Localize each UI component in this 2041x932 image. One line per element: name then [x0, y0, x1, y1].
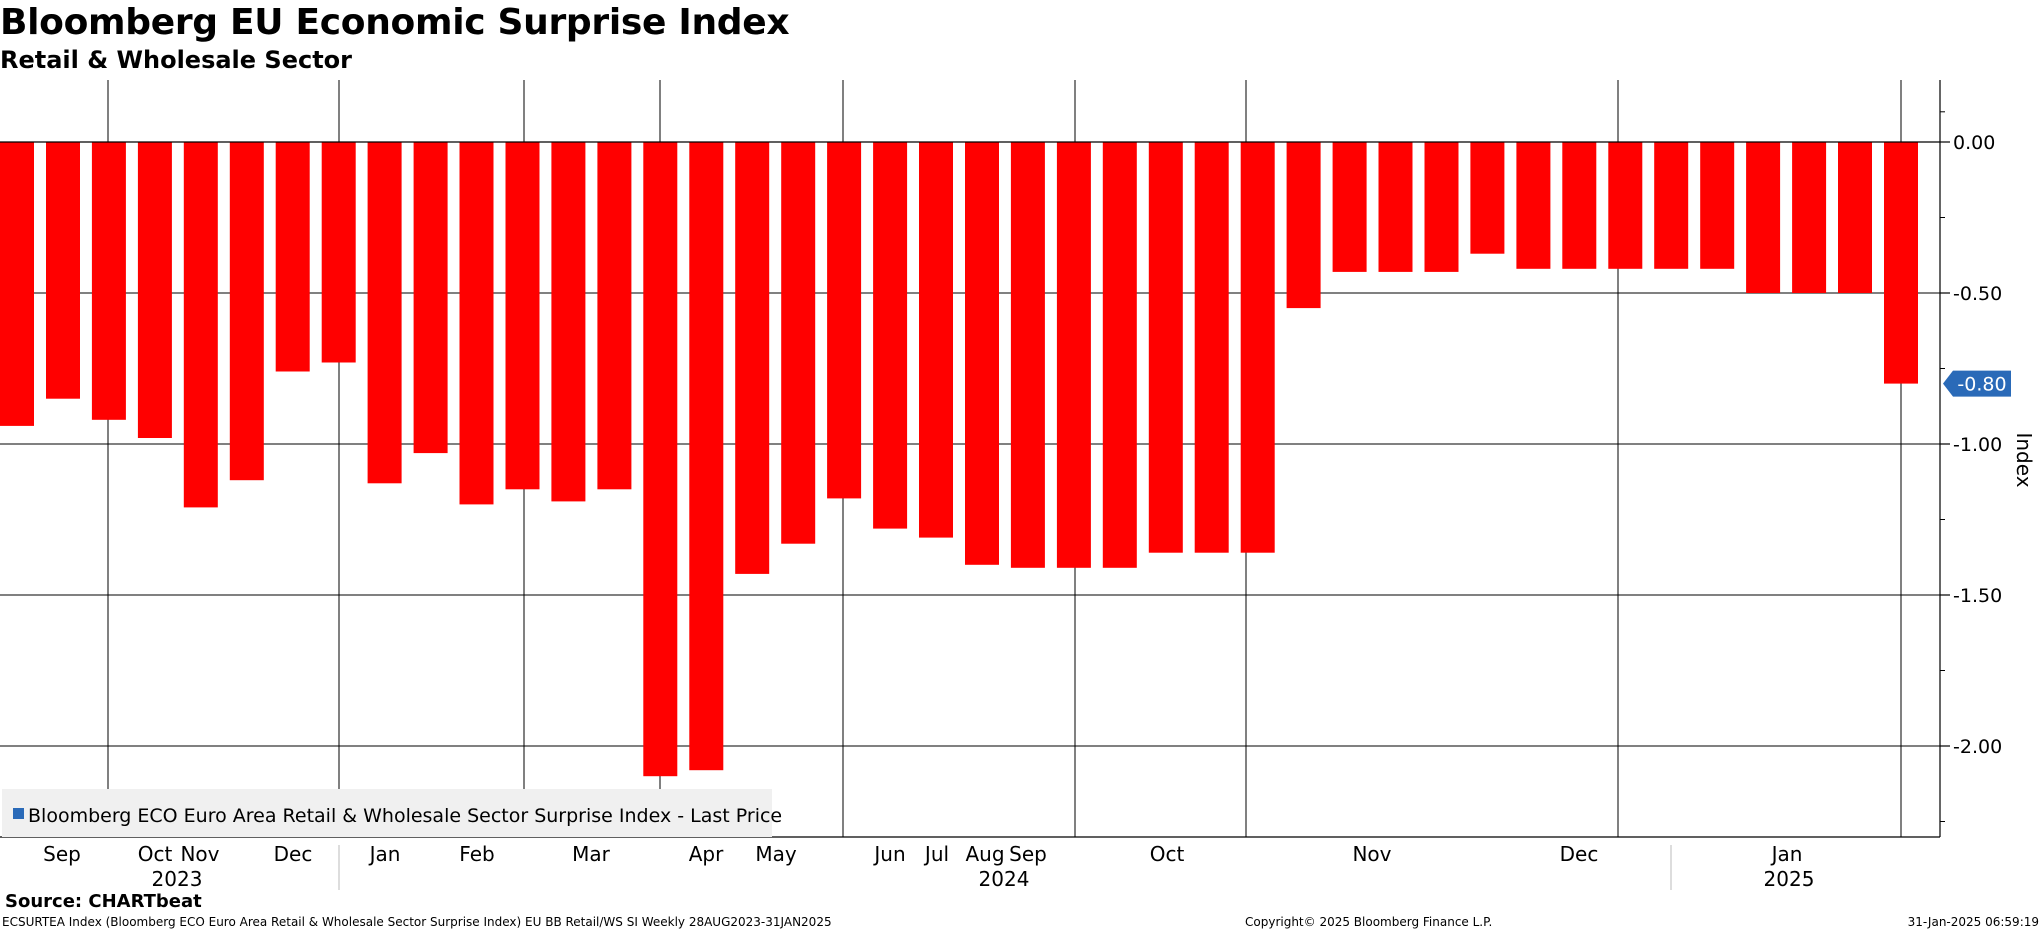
legend-background — [2, 789, 772, 837]
bar — [91, 142, 126, 420]
bar — [505, 142, 540, 490]
bar — [1700, 142, 1735, 269]
x-year-label: 2023 — [152, 867, 203, 891]
bar — [1240, 142, 1275, 553]
legend-label: Bloomberg ECO Euro Area Retail & Wholesa… — [28, 805, 782, 827]
bar — [46, 142, 80, 399]
x-year-label: 2025 — [1764, 867, 1815, 891]
bar — [643, 142, 678, 777]
last-price-label: -0.80 — [1957, 374, 2006, 396]
bar-series — [0, 142, 1918, 777]
x-month-label: Jul — [923, 842, 949, 866]
x-month-label: Mar — [572, 842, 611, 866]
bar — [1332, 142, 1367, 272]
x-month-label: May — [755, 842, 797, 866]
x-month-label: Oct — [1150, 842, 1185, 866]
bar — [873, 142, 908, 529]
bar — [597, 142, 632, 490]
bar — [1194, 142, 1229, 553]
x-year-label: 2024 — [979, 867, 1030, 891]
bar — [1424, 142, 1459, 272]
bar — [1148, 142, 1183, 553]
bar — [367, 142, 402, 484]
bar — [1654, 142, 1689, 269]
x-month-label: Feb — [459, 842, 494, 866]
bar — [965, 142, 999, 565]
x-month-label: Dec — [274, 842, 313, 866]
bar — [183, 142, 218, 508]
bar — [1608, 142, 1643, 269]
last-price-badge-shape — [1943, 370, 2011, 397]
x-month-label: Oct — [138, 842, 173, 866]
bar — [735, 142, 770, 574]
y-axis-title: Index — [2012, 432, 2036, 487]
bar — [1056, 142, 1091, 568]
bar — [0, 142, 34, 426]
y-tick-label: -2.00 — [1953, 736, 2002, 758]
y-tick-label: -0.50 — [1953, 283, 2002, 305]
bar — [1838, 142, 1872, 293]
bar — [275, 142, 310, 372]
bar — [137, 142, 172, 438]
bar — [1102, 142, 1137, 568]
y-tick-label: 0.00 — [1953, 132, 1995, 154]
bar — [459, 142, 494, 505]
source-note: Source: CHARTbeat — [5, 891, 202, 912]
y-axis-ticks: 0.00 -0.50 -1.00 -1.50 -2.00 — [1940, 111, 2002, 822]
footer-timestamp: 31-Jan-2025 06:59:19 — [1907, 915, 2039, 929]
bar — [1378, 142, 1413, 272]
x-month-label: Nov — [180, 842, 219, 866]
bar — [1010, 142, 1045, 568]
bar — [229, 142, 264, 481]
bar — [321, 142, 356, 363]
bar — [1792, 142, 1827, 293]
y-tick-label: -1.50 — [1953, 585, 2002, 607]
y-tick-label: -1.00 — [1953, 434, 2002, 456]
x-month-label: Jun — [872, 842, 905, 866]
x-month-label: Apr — [689, 842, 724, 866]
x-month-label: Jan — [1770, 842, 1803, 866]
x-month-label: Sep — [1009, 842, 1047, 866]
x-axis-labels: Sep Oct Nov Dec Jan Feb Mar Apr May Jun Jul Aug Sep O… — [43, 842, 1814, 891]
bar — [919, 142, 953, 538]
x-month-label: Nov — [1352, 842, 1391, 866]
chart-subtitle: Retail & Wholesale Sector — [0, 46, 352, 74]
bar — [1516, 142, 1551, 269]
x-month-label: Dec — [1560, 842, 1599, 866]
legend: Bloomberg ECO Euro Area Retail & Wholesa… — [2, 789, 782, 837]
bar — [1470, 142, 1505, 254]
bar — [1562, 142, 1597, 269]
x-month-label: Sep — [43, 842, 81, 866]
bar — [1286, 142, 1321, 309]
bar — [413, 142, 448, 454]
bar — [1746, 142, 1781, 293]
bar — [689, 142, 724, 771]
bar — [827, 142, 862, 499]
bar — [781, 142, 816, 544]
x-month-label: Aug — [965, 842, 1004, 866]
footer-description: ECSURTEA Index (Bloomberg ECO Euro Area … — [2, 915, 832, 929]
last-price-badge: -0.80 — [1943, 370, 2011, 397]
bar — [1884, 142, 1918, 384]
x-month-label: Jan — [368, 842, 401, 866]
bar — [551, 142, 586, 502]
chart-title: Bloomberg EU Economic Surprise Index — [0, 2, 790, 43]
footer-copyright: Copyright© 2025 Bloomberg Finance L.P. — [1245, 915, 1493, 929]
y-axis-title-group: Index — [2012, 432, 2036, 487]
legend-marker — [13, 808, 24, 819]
